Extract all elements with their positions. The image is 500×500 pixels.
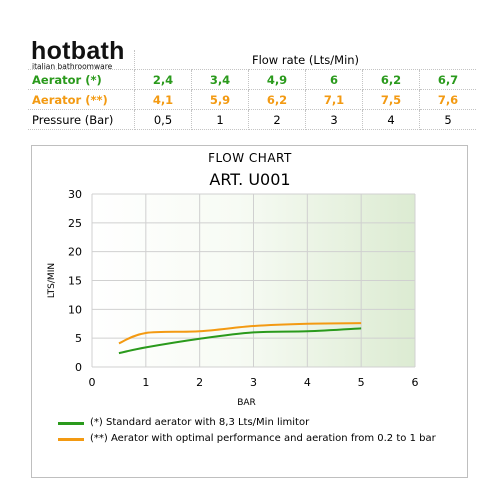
flow-rate-header: Flow rate (Lts/Min): [134, 50, 476, 70]
legend-item: (**) Aerator with optimal performance an…: [58, 431, 436, 447]
series-layer: [118, 322, 362, 355]
x-tick-label: 3: [250, 376, 257, 389]
y-tick-label: 5: [75, 332, 82, 345]
table-row-pressure: Pressure (Bar) 0,5 1 2 3 4 5: [28, 109, 476, 130]
chart-subtitle: ART. U001: [209, 170, 291, 189]
table-cell: 7,5: [362, 89, 420, 110]
table-cell: 6,2: [362, 69, 420, 90]
table-cell: 4,1: [134, 89, 192, 110]
y-tick-label: 15: [68, 275, 82, 288]
table-cell: 1: [191, 109, 249, 130]
table-row-aerator-standard: Aerator (*) 2,4 3,4 4,9 6 6,2 6,7: [28, 69, 476, 90]
flow-rate-table: Flow rate (Lts/Min) Aerator (*) 2,4 3,4 …: [28, 50, 476, 130]
x-tick-label: 4: [304, 376, 311, 389]
table-cell: 3: [305, 109, 363, 130]
legend-label: (*) Standard aerator with 8,3 Lts/Min li…: [90, 417, 310, 428]
table-cell: 6,7: [419, 69, 476, 90]
y-tick-label: 0: [75, 361, 82, 374]
x-axis-label: BAR: [237, 398, 256, 408]
table-cell: 7,1: [305, 89, 363, 110]
table-cell: 6: [305, 69, 363, 90]
table-corner-cell: [28, 50, 135, 70]
legend-item: (*) Standard aerator with 8,3 Lts/Min li…: [58, 415, 436, 431]
table-cell: 5,9: [191, 89, 249, 110]
legend-swatch: [58, 437, 84, 441]
series-line: [118, 327, 362, 355]
row-label: Aerator (**): [28, 89, 135, 110]
chart-legend: (*) Standard aerator with 8,3 Lts/Min li…: [58, 415, 436, 447]
table-header-row: Flow rate (Lts/Min): [28, 50, 476, 70]
table-cell: 3,4: [191, 69, 249, 90]
table-cell: 5: [419, 109, 476, 130]
table-cell: 4,9: [248, 69, 306, 90]
table-cell: 7,6: [419, 89, 476, 110]
table-row-aerator-optimal: Aerator (**) 4,1 5,9 6,2 7,1 7,5 7,6: [28, 89, 476, 110]
x-tick-label: 5: [358, 376, 365, 389]
x-tick-label: 1: [142, 376, 149, 389]
table-cell: 2,4: [134, 69, 192, 90]
y-tick-label: 30: [68, 188, 82, 201]
y-tick-label: 20: [68, 246, 82, 259]
x-tick-label: 0: [89, 376, 96, 389]
y-tick-label: 25: [68, 217, 82, 230]
y-axis-label: LTS/MIN: [47, 263, 57, 298]
row-label: Pressure (Bar): [28, 109, 135, 130]
row-label: Aerator (*): [28, 69, 135, 90]
series-line: [118, 322, 362, 345]
legend-label: (**) Aerator with optimal performance an…: [90, 433, 436, 444]
legend-swatch: [58, 421, 84, 425]
table-cell: 2: [248, 109, 306, 130]
table-cell: 6,2: [248, 89, 306, 110]
chart-title: FLOW CHART: [208, 151, 292, 165]
table-cell: 4: [362, 109, 420, 130]
x-tick-label: 6: [412, 376, 419, 389]
table-cell: 0,5: [134, 109, 192, 130]
x-tick-label: 2: [196, 376, 203, 389]
y-tick-label: 10: [68, 303, 82, 316]
grid-layer: [91, 193, 416, 368]
tick-layer: 0 5 10 15 20 25 30 0 1 2 3 4 5 6: [68, 188, 419, 389]
